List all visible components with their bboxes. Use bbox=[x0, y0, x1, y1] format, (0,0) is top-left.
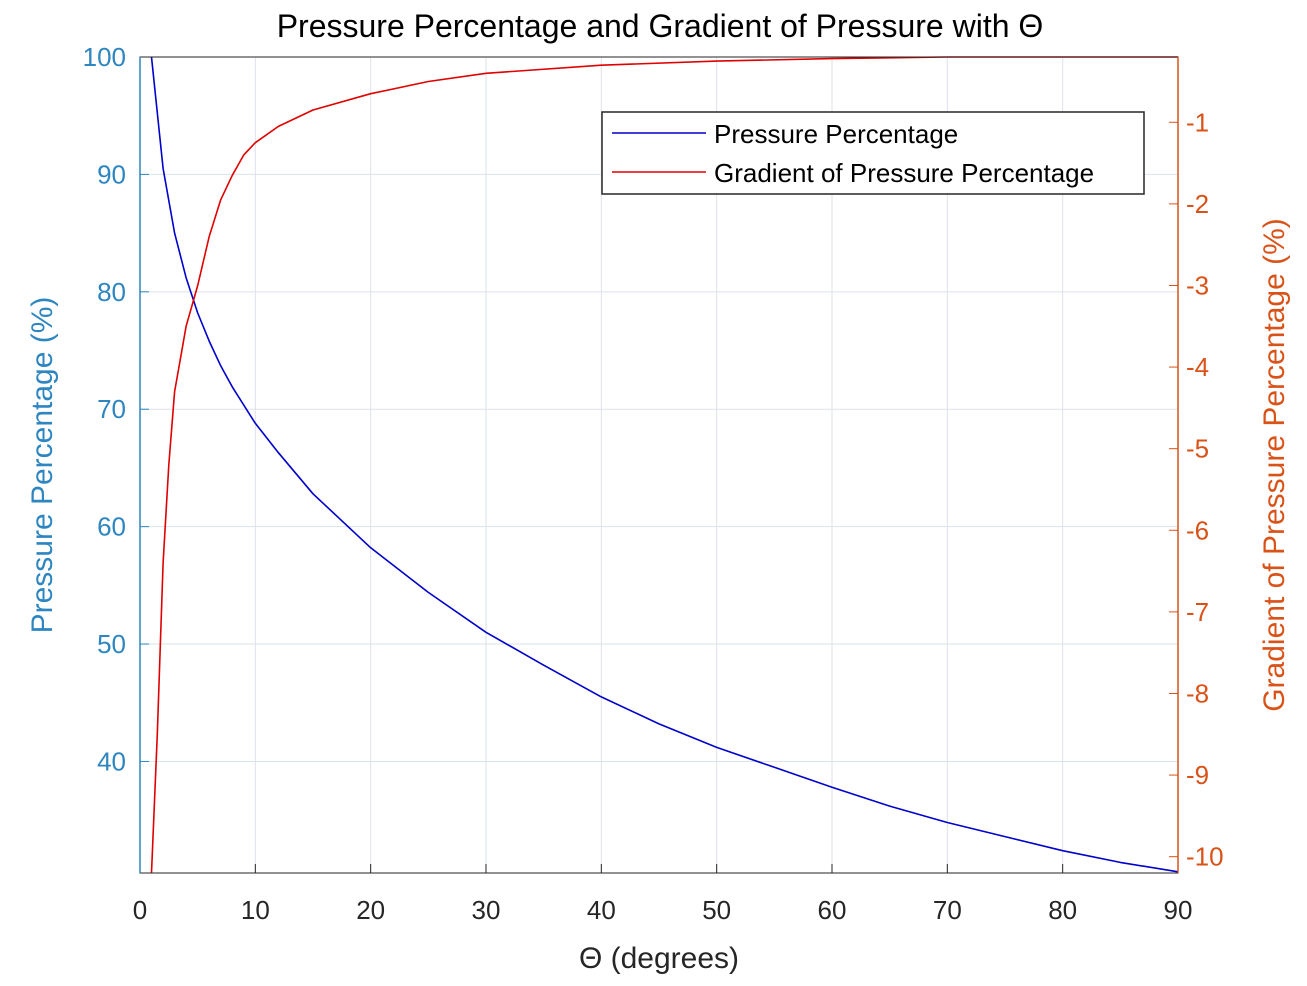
y-right-tick-label: -3 bbox=[1186, 270, 1209, 300]
x-axis-label: Θ (degrees) bbox=[579, 942, 739, 975]
y-right-tick-label: -6 bbox=[1186, 515, 1209, 545]
y-right-tick-label: -10 bbox=[1186, 842, 1224, 872]
legend-label-pressure: Pressure Percentage bbox=[714, 119, 958, 149]
legend: Pressure Percentage Gradient of Pressure… bbox=[601, 111, 1145, 195]
x-tick-label: 80 bbox=[1048, 895, 1077, 925]
y-left-axis-label: Pressure Percentage (%) bbox=[26, 297, 59, 634]
x-tick-label: 70 bbox=[933, 895, 962, 925]
legend-box bbox=[601, 111, 1145, 195]
y-right-axis-ticks: -1 -2 -3 -4 -5 -6 -7 -8 -9 -10 bbox=[1169, 107, 1224, 872]
y-left-tick-label: 50 bbox=[97, 629, 126, 659]
series-lines bbox=[150, 56, 1179, 874]
y-right-tick-label: -9 bbox=[1186, 760, 1209, 790]
y-left-tick-label: 80 bbox=[97, 277, 126, 307]
x-tick-label: 90 bbox=[1164, 895, 1193, 925]
y-right-tick-label: -5 bbox=[1186, 434, 1209, 464]
y-right-tick-label: -4 bbox=[1186, 352, 1209, 382]
x-tick-label: 10 bbox=[241, 895, 270, 925]
y-left-axis-ticks: 40 50 60 70 80 90 100 bbox=[83, 42, 149, 776]
y-right-tick-label: -2 bbox=[1186, 189, 1209, 219]
y-right-tick-label: -7 bbox=[1186, 597, 1209, 627]
legend-label-gradient: Gradient of Pressure Percentage bbox=[714, 158, 1094, 188]
x-tick-label: 20 bbox=[356, 895, 385, 925]
gradient-series-line bbox=[150, 56, 1178, 874]
x-tick-label: 50 bbox=[702, 895, 731, 925]
x-tick-label: 60 bbox=[818, 895, 847, 925]
y-left-tick-label: 100 bbox=[83, 42, 126, 72]
x-tick-label: 0 bbox=[133, 895, 147, 925]
y-left-tick-label: 90 bbox=[97, 159, 126, 189]
y-right-tick-label: -8 bbox=[1186, 678, 1209, 708]
y-left-tick-label: 70 bbox=[97, 394, 126, 424]
y-right-axis-label: Gradient of Pressure Percentage (%) bbox=[1258, 218, 1291, 712]
x-axis-ticks: 0 10 20 30 40 50 60 70 80 90 bbox=[133, 864, 1193, 925]
chart-title: Pressure Percentage and Gradient of Pres… bbox=[277, 8, 1044, 44]
x-tick-label: 40 bbox=[587, 895, 616, 925]
x-tick-label: 30 bbox=[472, 895, 501, 925]
y-left-tick-label: 40 bbox=[97, 746, 126, 776]
y-left-tick-label: 60 bbox=[97, 512, 126, 542]
y-right-tick-label: -1 bbox=[1186, 107, 1209, 137]
pressure-series-line bbox=[150, 56, 1179, 873]
